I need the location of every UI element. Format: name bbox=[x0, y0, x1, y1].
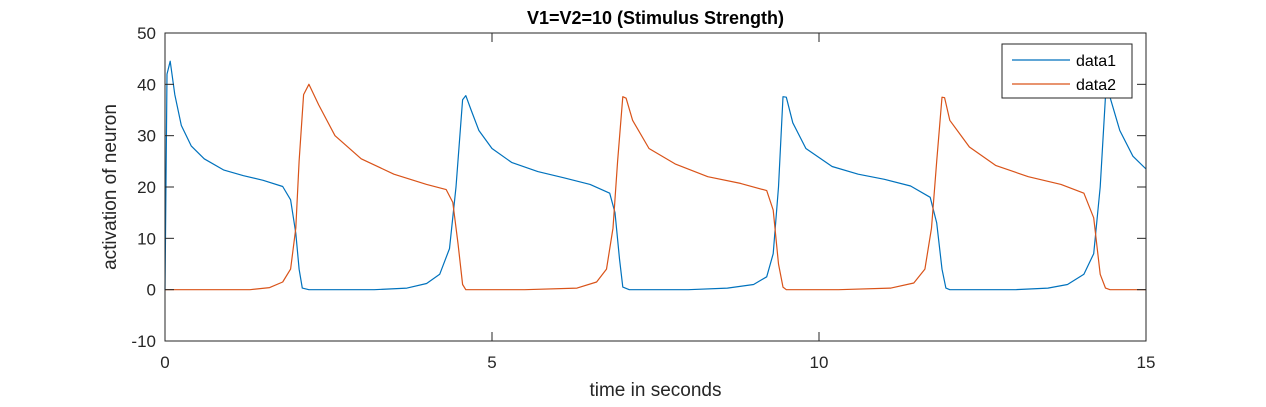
x-axis-ticks: 0 5 10 15 bbox=[160, 33, 1155, 372]
legend: data1 data2 bbox=[1001, 43, 1133, 99]
y-axis-ticks: -10 0 10 20 30 40 50 bbox=[131, 24, 1146, 351]
y-tick-label: 0 bbox=[147, 281, 156, 300]
y-tick-label: 50 bbox=[137, 24, 156, 43]
x-tick-label: 10 bbox=[810, 353, 829, 372]
x-tick-label: 0 bbox=[160, 353, 169, 372]
series-line-data1 bbox=[164, 60, 1147, 291]
y-tick-label: 30 bbox=[137, 127, 156, 146]
plot-area bbox=[165, 33, 1146, 341]
x-tick-label: 5 bbox=[487, 353, 496, 372]
series-line-data2 bbox=[165, 83, 1146, 291]
series-layer bbox=[164, 60, 1147, 291]
y-tick-label: -10 bbox=[131, 332, 156, 351]
chart-title: V1=V2=10 (Stimulus Strength) bbox=[527, 8, 784, 28]
legend-box bbox=[1001, 43, 1133, 99]
y-tick-label: 10 bbox=[137, 229, 156, 248]
x-axis-label: time in seconds bbox=[589, 380, 721, 401]
x-tick-label: 15 bbox=[1137, 353, 1156, 372]
y-axis-label: activation of neuron bbox=[100, 104, 121, 270]
y-tick-label: 20 bbox=[137, 178, 156, 197]
legend-label-data2: data2 bbox=[1076, 77, 1116, 94]
y-tick-label: 40 bbox=[137, 75, 156, 94]
legend-label-data1: data1 bbox=[1076, 53, 1116, 70]
